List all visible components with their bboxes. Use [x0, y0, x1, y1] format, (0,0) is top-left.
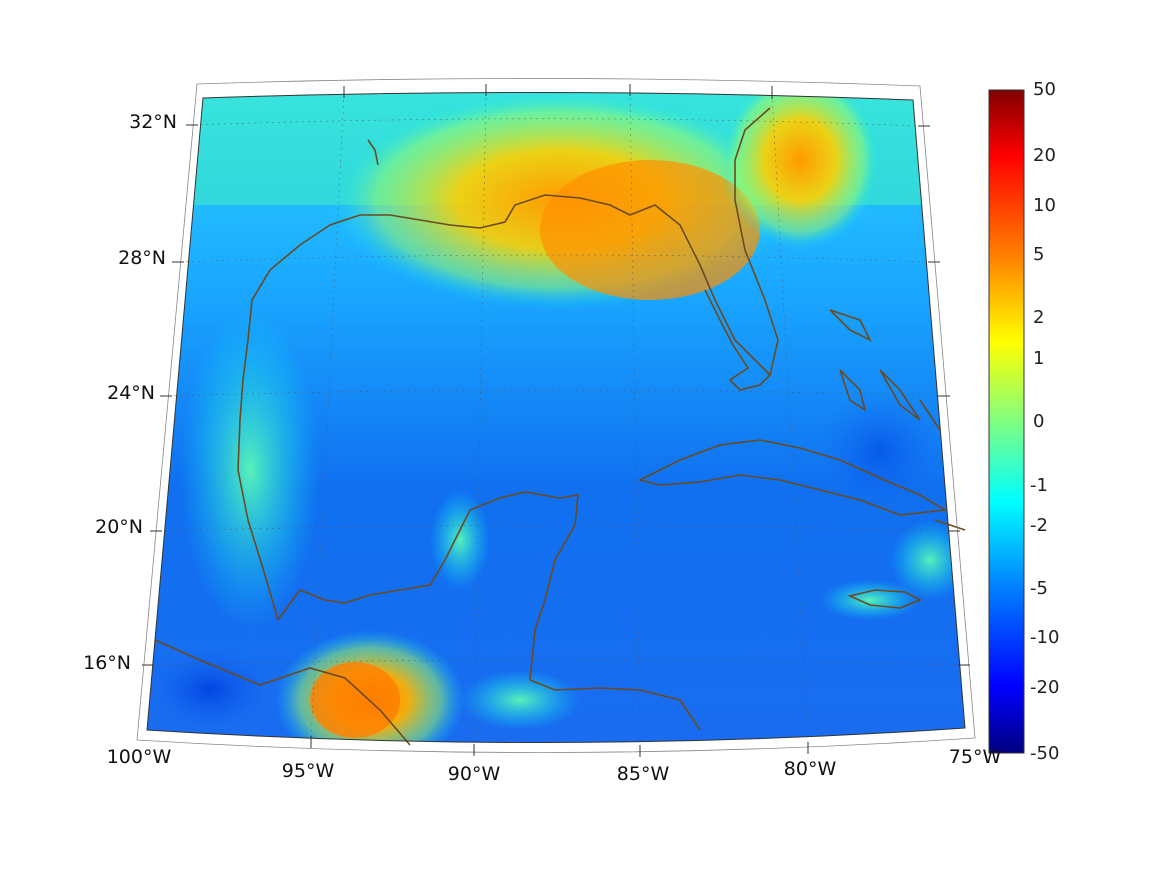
colorbar-tick-label: 50	[1033, 79, 1056, 100]
colorbar-tick-label: -2	[1030, 515, 1048, 536]
lat-label-28n: 28°N	[118, 247, 166, 269]
data-field	[147, 92, 965, 743]
lat-label-24n: 24°N	[107, 382, 155, 404]
colorbar-tick-label: 2	[1033, 307, 1045, 328]
colorbar-tick-label: -50	[1030, 743, 1060, 764]
colorbar-tick-label: -1	[1030, 475, 1048, 496]
lon-label-80w: 80°W	[783, 758, 837, 780]
lat-label-16n: 16°N	[83, 652, 131, 674]
lon-label-95w: 95°W	[281, 760, 335, 782]
lon-label-85w: 85°W	[616, 763, 670, 785]
colorbar-tick-label: 20	[1033, 145, 1056, 166]
lon-label-100w: 100°W	[106, 746, 172, 768]
graticule	[149, 91, 961, 746]
lat-label-20n: 20°N	[95, 516, 143, 538]
colorbar	[988, 89, 1025, 754]
colorbar-tick-label: 10	[1033, 195, 1056, 216]
map-frame	[136, 78, 976, 757]
colorbar-tick-label: 0	[1033, 411, 1045, 432]
colorbar-tick-label: 1	[1033, 348, 1045, 369]
colorbar-tick-label: -5	[1030, 578, 1048, 599]
lon-label-90w: 90°W	[447, 763, 501, 785]
lat-label-32n: 32°N	[129, 111, 177, 133]
colorbar-tick-label: -10	[1030, 627, 1060, 648]
colorbar-tick-label: -20	[1030, 677, 1060, 698]
coastline	[154, 107, 966, 746]
colorbar-tick-label: 5	[1033, 244, 1045, 265]
lon-label-75w: 75°W	[948, 746, 1002, 768]
